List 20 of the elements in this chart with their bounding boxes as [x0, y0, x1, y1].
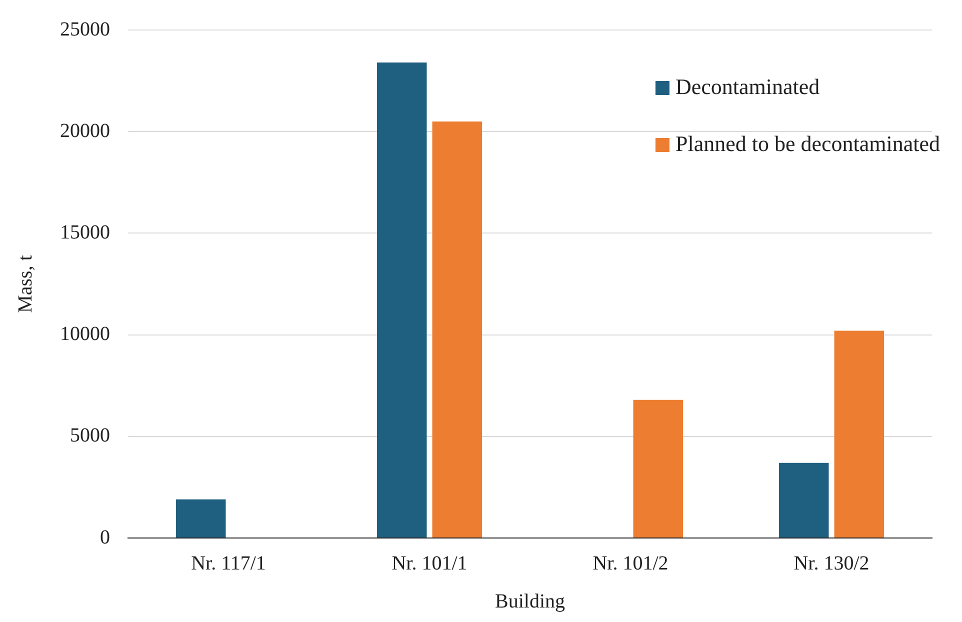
legend-label: Decontaminated [675, 74, 820, 99]
y-tick-label: 20000 [60, 120, 110, 142]
legend-label: Planned to be decontaminated [675, 130, 940, 156]
y-tick-label: 0 [100, 526, 110, 548]
x-axis-title: Building [494, 590, 566, 612]
y-tick-label: 10000 [60, 323, 110, 346]
y-axis-title: Mass, t [14, 254, 36, 313]
y-tick-label: 15000 [60, 221, 110, 244]
bar [432, 121, 482, 538]
x-tick-label: Nr. 101/2 [592, 552, 668, 574]
y-tick-label: 5000 [70, 424, 110, 447]
bar [176, 499, 226, 538]
bar [834, 330, 884, 538]
x-tick-label: Nr. 117/1 [191, 552, 266, 574]
bar [778, 462, 829, 538]
x-tick-label: Nr. 130/2 [794, 552, 870, 574]
y-tick-label: 25000 [60, 18, 110, 40]
bar [376, 62, 427, 538]
bar [633, 400, 684, 538]
x-tick-label: Nr. 101/1 [392, 552, 468, 574]
